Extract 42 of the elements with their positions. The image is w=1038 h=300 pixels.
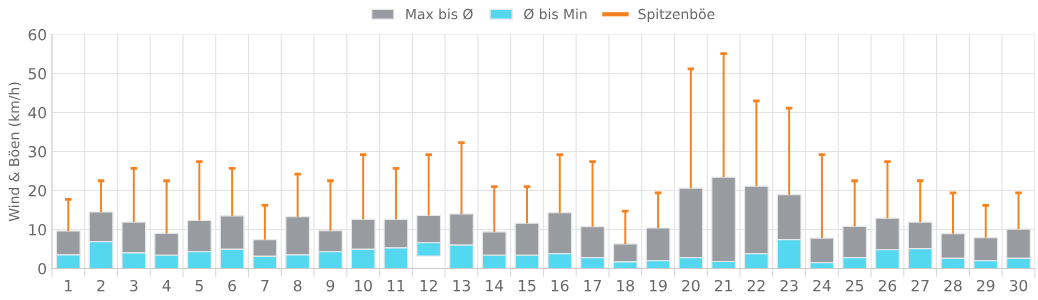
legend-label: Spitzenböe (638, 8, 715, 22)
x-tick-label: 20 (682, 279, 700, 292)
x-tick-label: 12 (420, 279, 437, 292)
x-tick-label: 6 (228, 279, 237, 292)
x-tick-label: 17 (584, 280, 601, 292)
x-tick-label: 23 (780, 279, 798, 292)
x-tick-label: 10 (355, 279, 372, 292)
x-tick-label: 4 (162, 280, 171, 292)
x-tick-label: 26 (878, 279, 897, 292)
x-tick-label: 14 (486, 280, 504, 292)
x-tick-label: 28 (944, 279, 962, 292)
y-tick-label: 20 (28, 184, 47, 197)
y-tick-label: 40 (28, 106, 47, 119)
x-tick-label: 5 (195, 280, 203, 292)
x-tick-label: 11 (387, 280, 405, 292)
x-tick-label: 3 (130, 279, 138, 292)
y-tick-label: 60 (28, 28, 47, 41)
x-tick-label: 2 (97, 279, 105, 292)
legend-label: Max bis Ø (406, 8, 473, 20)
x-tick-label: 24 (813, 279, 831, 292)
x-tick-label: 19 (650, 279, 667, 292)
x-tick-label: 9 (326, 279, 335, 292)
x-tick-label: 30 (1009, 279, 1028, 292)
x-tick-label: 8 (293, 279, 302, 292)
x-tick-label: 29 (977, 279, 995, 292)
x-tick-label: 22 (747, 279, 765, 292)
x-tick-label: 18 (617, 279, 634, 292)
y-axis-title: Wind & Böen (km/h) (8, 82, 21, 222)
x-tick-label: 25 (846, 279, 864, 292)
x-tick-label: 7 (261, 280, 269, 292)
x-tick-label: 13 (453, 279, 470, 292)
x-tick-label: 21 (715, 279, 732, 292)
y-tick-label: 0 (38, 262, 47, 275)
y-tick-label: 10 (29, 223, 47, 236)
x-tick-label: 15 (518, 280, 536, 292)
bar (809, 237, 835, 264)
x-tick-label: 27 (911, 279, 929, 292)
x-tick-label: 1 (65, 280, 72, 292)
legend-label: Ø bis Min (524, 8, 587, 20)
x-tick-label: 16 (551, 279, 569, 292)
y-tick-label: 30 (28, 145, 47, 158)
y-tick-label: 50 (28, 67, 47, 80)
